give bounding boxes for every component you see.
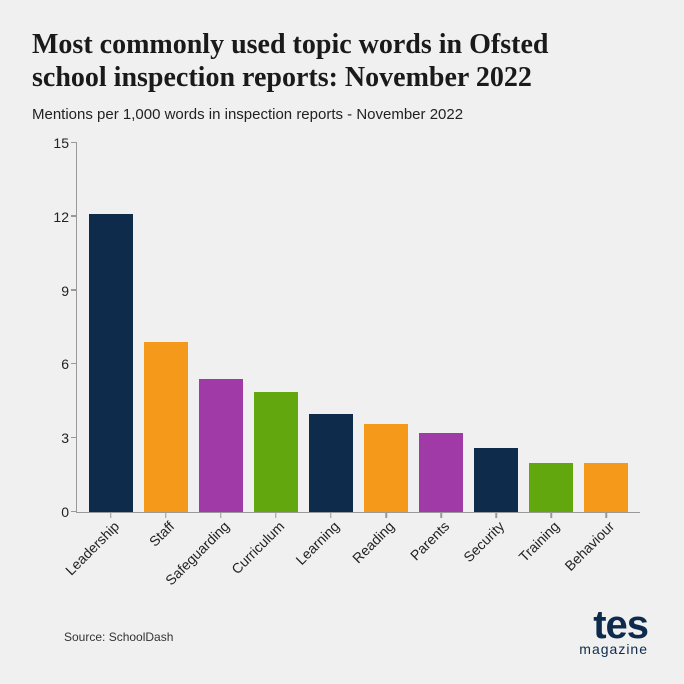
bar [254,392,298,513]
y-tick-label: 12 [53,209,77,225]
plot-region: 03691215LeadershipStaffSafeguardingCurri… [76,143,640,513]
x-tick-label: Training [516,518,563,565]
x-tick-label: Behaviour [562,518,618,574]
chart-title: Most commonly used topic words in Ofsted… [32,28,592,94]
bar-slot [524,143,579,512]
x-tick-label: Curriculum [228,518,287,577]
x-tick-label: Parents [407,518,452,563]
logo-sub-text: magazine [579,643,648,656]
bar [309,414,353,512]
bar [584,463,628,512]
y-tick-mark [71,215,77,217]
y-tick-label: 9 [61,283,77,299]
y-tick-label: 6 [61,356,77,372]
bar-slot [414,143,469,512]
bar-slot [469,143,524,512]
chart-subtitle: Mentions per 1,000 words in inspection r… [32,106,652,123]
logo-main-text: tes [579,607,648,643]
y-tick-label: 0 [61,504,77,520]
x-tick-label: Security [460,518,507,565]
publisher-logo: tes magazine [579,607,648,656]
chart-card: Most commonly used topic words in Ofsted… [0,0,684,684]
y-tick-mark [71,289,77,291]
y-tick-label: 15 [53,135,77,151]
x-tick-label: Reading [349,518,397,566]
bar [419,433,463,512]
x-tick-label: Leadership [62,518,122,578]
x-tick-label: Staff [145,518,176,549]
bar-slot [579,143,634,512]
bar [474,448,518,512]
y-tick-mark [71,142,77,144]
bar-slot [303,143,358,512]
bars-container [77,143,640,512]
bar [199,379,243,512]
bar [144,342,188,512]
bar-slot [248,143,303,512]
x-tick-label: Learning [292,518,342,568]
bar-slot [138,143,193,512]
bar [89,214,133,512]
bar-slot [83,143,138,512]
y-tick-label: 3 [61,430,77,446]
bar [364,424,408,513]
bar-slot [193,143,248,512]
bar [529,463,573,512]
y-tick-mark [71,363,77,365]
bar-slot [358,143,413,512]
chart-area: 03691215LeadershipStaffSafeguardingCurri… [40,143,640,543]
y-tick-mark [71,511,77,513]
source-note: Source: SchoolDash [64,630,173,644]
y-tick-mark [71,437,77,439]
